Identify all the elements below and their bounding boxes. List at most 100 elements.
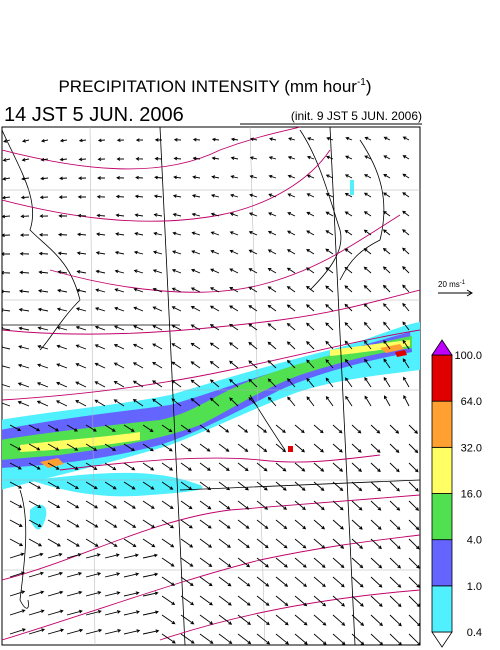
wind-vector <box>402 339 410 350</box>
wind-vector <box>21 176 30 181</box>
wind-vector <box>344 340 353 350</box>
wind-vector <box>408 519 420 531</box>
wind-vector <box>256 538 269 549</box>
valid-time: 14 JST 5 JUN. 2006 <box>4 104 184 126</box>
wind-vector <box>408 557 420 569</box>
color-bar-label: 64.0 <box>461 396 482 408</box>
wind-vector <box>66 481 79 490</box>
wind-vector <box>142 538 156 548</box>
wind-vector <box>218 500 231 510</box>
wind-vector <box>325 248 334 255</box>
wind-vector <box>132 362 144 369</box>
wind-vector <box>104 424 116 432</box>
wind-vector <box>306 155 315 160</box>
wind-vector <box>275 500 287 510</box>
wind-vector <box>332 462 344 472</box>
wind-vector <box>325 303 334 312</box>
wind-vector <box>38 233 49 237</box>
wind-vector <box>370 614 383 627</box>
wind-vector <box>229 360 239 369</box>
wind-vector <box>47 519 61 528</box>
wind-vector <box>17 400 30 407</box>
wind-vector <box>382 210 391 217</box>
wind-vector <box>210 212 220 217</box>
wind-vector <box>370 557 383 569</box>
wind-vector <box>209 342 220 350</box>
wind-vector <box>104 462 117 471</box>
wind-vector <box>161 443 173 452</box>
wind-vector <box>9 462 22 470</box>
wind-vector <box>275 576 289 587</box>
wind-vector <box>85 609 102 616</box>
wind-vector <box>306 322 315 331</box>
wind-vector <box>191 194 201 198</box>
wind-vector <box>116 176 125 180</box>
wind-vector <box>275 595 289 607</box>
wind-vector <box>294 462 306 472</box>
wind-vector <box>172 194 182 198</box>
wind-vector <box>134 232 144 236</box>
wind-vector <box>9 424 22 432</box>
wind-vector <box>345 155 353 160</box>
wind-vector <box>408 462 419 473</box>
wind-vector <box>77 213 87 218</box>
wind-vector <box>249 156 258 160</box>
wind-vector <box>66 571 83 578</box>
wind-vector <box>199 576 213 587</box>
wind-vector <box>47 538 61 547</box>
wind-vector <box>47 481 60 489</box>
wind-vector <box>133 288 144 293</box>
wind-vector <box>9 443 22 451</box>
wind-vector <box>237 519 250 529</box>
wind-vector <box>66 590 83 597</box>
wind-vector <box>190 287 201 293</box>
wind-vector <box>9 628 26 635</box>
wind-vector <box>56 307 68 312</box>
wind-vector <box>237 481 249 491</box>
wind-vector <box>161 576 175 586</box>
wind-vector <box>237 557 251 568</box>
wind-vector <box>267 230 277 236</box>
wind-vector <box>364 155 372 160</box>
wind-vector <box>134 213 144 217</box>
wind-vector <box>2 289 11 294</box>
wind-vector <box>133 325 144 331</box>
title-text: PRECIPITATION INTENSITY (mm hour <box>58 77 357 96</box>
wind-vector <box>294 538 307 549</box>
wind-vector <box>294 500 306 511</box>
wind-vector <box>2 382 11 388</box>
wind-vector <box>211 137 220 142</box>
wind-vector <box>287 378 296 388</box>
wind-vector <box>211 156 220 161</box>
wind-vector <box>57 251 68 256</box>
wind-vector <box>267 304 277 312</box>
wind-vector <box>344 285 353 293</box>
wind-vector <box>180 595 195 606</box>
wind-vector <box>97 138 106 143</box>
wind-vector <box>403 376 410 388</box>
wind-vector <box>37 363 49 369</box>
wind-vectors <box>2 136 420 645</box>
wind-vector <box>237 538 250 549</box>
wind-vector <box>305 285 315 293</box>
wind-vector <box>383 376 391 388</box>
wind-vector <box>345 377 353 388</box>
wind-vector <box>332 557 345 569</box>
wind-vector <box>59 138 68 143</box>
wind-vector <box>19 270 30 275</box>
wind-vector <box>2 233 11 238</box>
wind-vector <box>115 194 125 199</box>
wind-vector <box>85 572 102 578</box>
wind-vector <box>180 443 192 452</box>
wind-vector <box>230 193 239 198</box>
wind-vector <box>77 232 87 237</box>
wind-vector <box>267 249 277 255</box>
wind-vector <box>275 519 288 530</box>
wind-vector <box>218 576 232 587</box>
wind-vector <box>363 248 372 255</box>
wind-vector <box>275 614 289 626</box>
wind-vector <box>39 195 49 200</box>
wind-vector <box>286 359 296 369</box>
wind-vector <box>154 138 163 142</box>
wind-vector <box>351 614 365 626</box>
